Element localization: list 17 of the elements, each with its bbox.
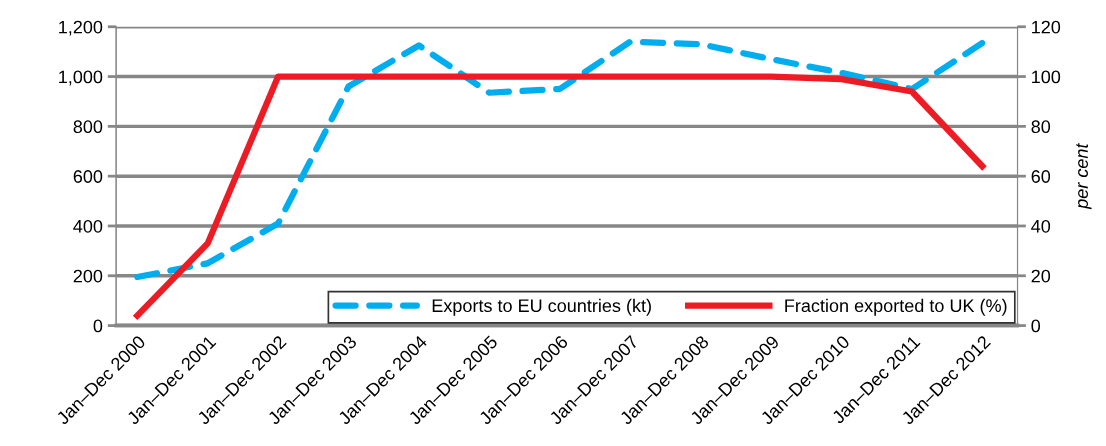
y2-tick-label: 20: [1031, 269, 1051, 283]
legend-label: Fraction exported to UK (%): [785, 298, 1007, 316]
y2-tick-label: 60: [1031, 170, 1051, 183]
y2-tick-label: 80: [1031, 120, 1051, 134]
y-tick-label: 1,000: [59, 70, 103, 86]
y2-axis-title: per cent: [1076, 142, 1092, 210]
legend-label: Exports to EU countries (kt): [432, 298, 651, 316]
y2-tick-label: 40: [1031, 219, 1051, 233]
y-tick-label: 800: [73, 120, 103, 134]
y2-tick-label: 0: [1031, 319, 1041, 333]
y-tick-label: 600: [73, 170, 103, 183]
y2-tick-label: 120: [1032, 20, 1061, 34]
y-tick-label: 200: [73, 269, 103, 283]
y-tick-label: 0: [93, 319, 103, 333]
y-tick-label: 1,200: [59, 20, 103, 36]
y-tick-label: 400: [73, 219, 103, 233]
y2-tick-label: 100: [1032, 70, 1061, 84]
